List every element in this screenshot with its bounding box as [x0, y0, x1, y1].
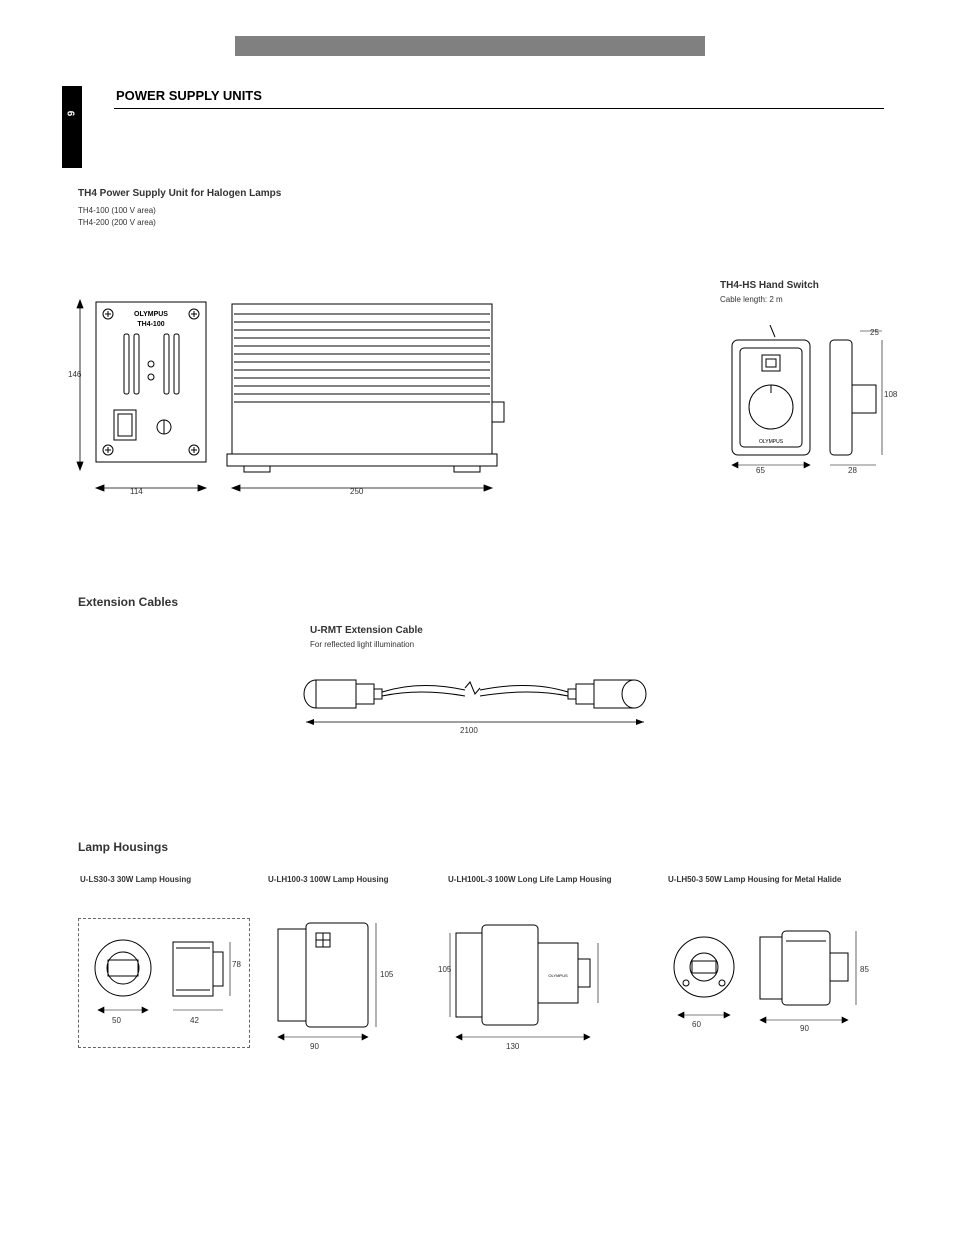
ps-note2: TH4-200 (200 V area) — [78, 218, 156, 227]
hs-cable: Cable length: 2 m — [720, 295, 783, 304]
dim-hs-knob: 25 — [870, 328, 879, 337]
dim-hs-h: 108 — [884, 390, 897, 399]
ext-sub2: For reflected light illumination — [310, 640, 414, 649]
dim-lh50-h: 85 — [860, 965, 869, 974]
ext-sub1: U-RMT Extension Cable — [310, 625, 423, 636]
dim-arrows-th4 — [60, 290, 520, 500]
top-gray-bar — [235, 36, 705, 56]
svg-text:OLYMPUS: OLYMPUS — [759, 439, 784, 445]
dim-lh50-w: 60 — [692, 1020, 701, 1029]
dim-ls30-d: 42 — [190, 1016, 199, 1025]
lh-sub2: U-LH100-3 100W Lamp Housing — [268, 875, 388, 884]
dim-hs-w: 65 — [756, 466, 765, 475]
lh-sub1: U-LS30-3 30W Lamp Housing — [80, 875, 191, 884]
ext-title: Extension Cables — [78, 595, 178, 609]
section-title: POWER SUPPLY UNITS — [116, 88, 262, 103]
dim-lh50-d: 90 — [800, 1024, 809, 1033]
lh100l-drawing: OLYMPUS — [448, 915, 608, 1055]
dim-lh100-h: 105 — [380, 970, 393, 979]
handswitch-drawing: OLYMPUS — [720, 325, 890, 475]
ps-note1: TH4-100 (100 V area) — [78, 206, 156, 215]
dim-lh100l-h: 105 — [438, 965, 451, 974]
section-number: 9 — [67, 101, 78, 127]
lh-sub3: U-LH100L-3 100W Long Life Lamp Housing — [448, 875, 612, 884]
horizontal-rule — [114, 108, 884, 109]
dim-lh100-d: 90 — [310, 1042, 319, 1051]
dim-cable-len: 2100 — [460, 726, 478, 735]
dim-lh100l-d: 130 — [506, 1042, 519, 1051]
ps-title: TH4 Power Supply Unit for Halogen Lamps — [78, 188, 281, 199]
hs-title: TH4-HS Hand Switch — [720, 280, 819, 291]
lh-title: Lamp Housings — [78, 840, 168, 854]
svg-text:OLYMPUS: OLYMPUS — [548, 973, 568, 978]
dim-ls30-w: 50 — [112, 1016, 121, 1025]
lh-sub4: U-LH50-3 50W Lamp Housing for Metal Hali… — [668, 875, 841, 884]
section-tab — [62, 86, 82, 168]
lh100-drawing — [268, 915, 388, 1055]
dim-ls30-h: 78 — [232, 960, 241, 969]
dim-hs-d: 28 — [848, 466, 857, 475]
ls30-drawing — [88, 930, 238, 1040]
